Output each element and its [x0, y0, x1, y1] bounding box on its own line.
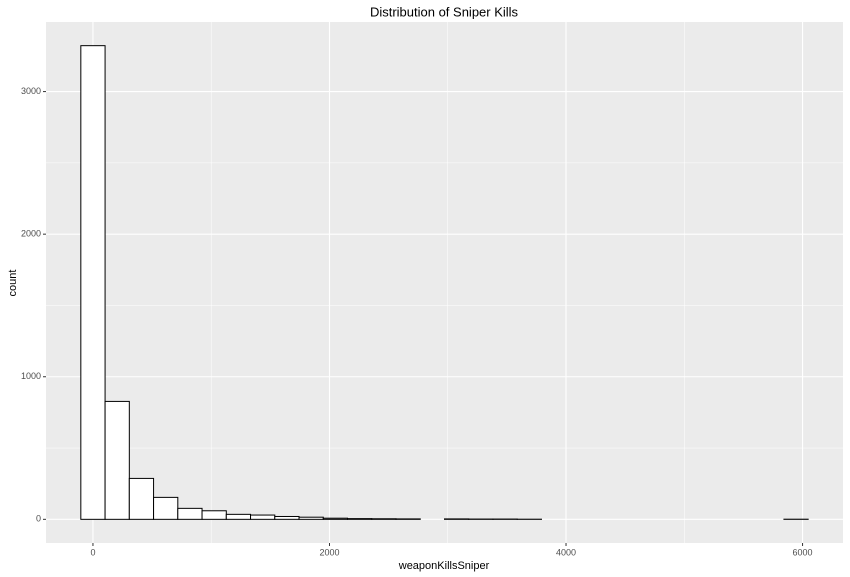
- bar: [298, 516, 324, 520]
- bar: [201, 510, 227, 520]
- y-axis-label: count: [7, 270, 19, 297]
- y-tick-label: 0: [36, 514, 41, 524]
- x-tick-label: 4000: [556, 547, 576, 557]
- chart-title: Distribution of Sniper Kills: [370, 4, 519, 19]
- bar: [128, 477, 155, 520]
- bar: [177, 507, 203, 520]
- x-tick-label: 6000: [793, 547, 813, 557]
- bar: [274, 515, 300, 520]
- bar: [153, 496, 179, 520]
- bar: [322, 517, 349, 520]
- x-tick-label: 2000: [319, 547, 339, 557]
- x-axis-label: weaponKillsSniper: [398, 560, 490, 572]
- y-tick-label: 3000: [21, 86, 41, 96]
- plot-panel: [46, 22, 843, 543]
- bar: [371, 518, 397, 520]
- y-tick-label: 1000: [21, 371, 41, 381]
- y-tick-label: 2000: [21, 229, 41, 239]
- bar: [104, 400, 130, 520]
- bar: [250, 514, 276, 520]
- bar: [347, 518, 373, 520]
- bar: [225, 513, 252, 520]
- x-tick-label: 0: [90, 547, 95, 557]
- bar: [80, 45, 106, 520]
